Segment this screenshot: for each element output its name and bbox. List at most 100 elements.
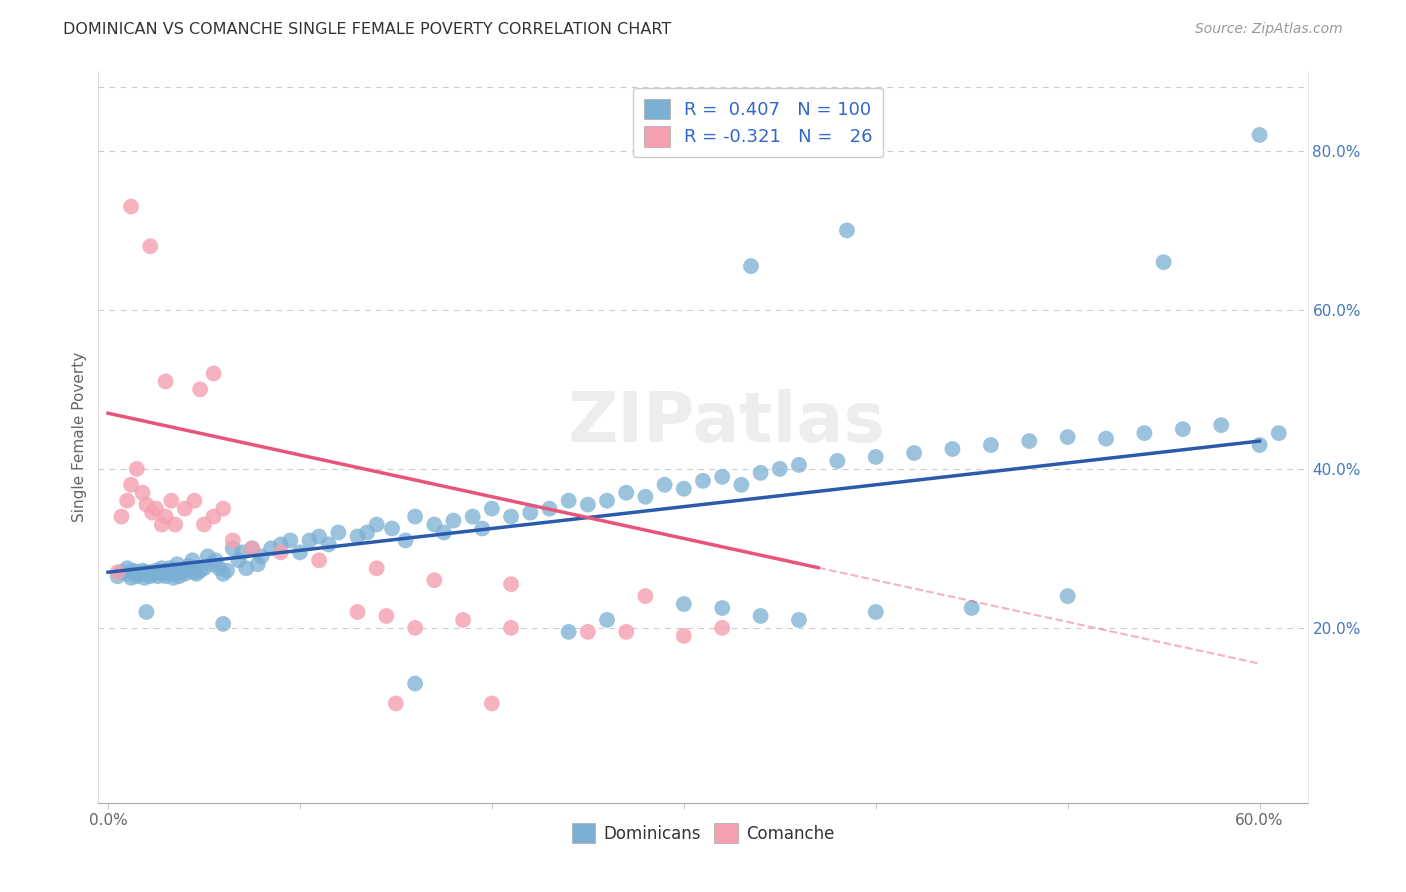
Point bbox=[135, 605, 157, 619]
Point bbox=[115, 566, 138, 581]
Point bbox=[1249, 438, 1271, 452]
Point bbox=[1153, 255, 1175, 269]
Point bbox=[173, 501, 195, 516]
Point bbox=[222, 533, 245, 548]
Point bbox=[181, 553, 204, 567]
Point bbox=[152, 566, 174, 581]
Point bbox=[481, 501, 503, 516]
Point bbox=[120, 477, 142, 491]
Point bbox=[576, 498, 599, 512]
Point bbox=[557, 493, 579, 508]
Point bbox=[1171, 422, 1194, 436]
Point bbox=[318, 537, 340, 551]
Text: ZIPatlas: ZIPatlas bbox=[568, 389, 886, 456]
Point bbox=[404, 509, 426, 524]
Point bbox=[155, 569, 177, 583]
Point bbox=[228, 553, 250, 567]
Point bbox=[125, 462, 148, 476]
Point bbox=[202, 367, 225, 381]
Point bbox=[835, 223, 858, 237]
Point bbox=[135, 566, 157, 580]
Point bbox=[451, 613, 474, 627]
Point bbox=[538, 501, 561, 516]
Point bbox=[787, 458, 810, 472]
Point bbox=[596, 493, 619, 508]
Point bbox=[356, 525, 378, 540]
Point bbox=[235, 561, 257, 575]
Point bbox=[346, 529, 368, 543]
Point bbox=[197, 549, 219, 564]
Point bbox=[614, 624, 637, 639]
Point bbox=[960, 601, 983, 615]
Point bbox=[1056, 589, 1078, 603]
Point bbox=[461, 509, 484, 524]
Point bbox=[730, 477, 752, 491]
Point bbox=[711, 470, 734, 484]
Point bbox=[135, 498, 157, 512]
Point bbox=[145, 564, 167, 578]
Point bbox=[596, 613, 619, 627]
Point bbox=[1018, 434, 1040, 448]
Point bbox=[827, 454, 849, 468]
Point bbox=[423, 517, 446, 532]
Point bbox=[139, 569, 162, 583]
Point bbox=[160, 566, 183, 581]
Point bbox=[557, 624, 579, 639]
Text: DOMINICAN VS COMANCHE SINGLE FEMALE POVERTY CORRELATION CHART: DOMINICAN VS COMANCHE SINGLE FEMALE POVE… bbox=[63, 22, 672, 37]
Point bbox=[131, 485, 153, 500]
Point bbox=[1211, 418, 1233, 433]
Point bbox=[672, 482, 695, 496]
Point bbox=[120, 571, 142, 585]
Point bbox=[131, 564, 153, 578]
Point bbox=[1056, 430, 1078, 444]
Y-axis label: Single Female Poverty: Single Female Poverty bbox=[72, 352, 87, 522]
Point bbox=[865, 450, 887, 464]
Point bbox=[1095, 432, 1118, 446]
Point bbox=[308, 529, 330, 543]
Point bbox=[471, 521, 494, 535]
Point bbox=[385, 697, 408, 711]
Point bbox=[1133, 426, 1156, 441]
Point bbox=[141, 506, 163, 520]
Point bbox=[155, 509, 177, 524]
Point bbox=[270, 545, 292, 559]
Point bbox=[167, 569, 190, 583]
Point bbox=[270, 537, 292, 551]
Point bbox=[166, 558, 188, 572]
Point bbox=[155, 375, 177, 389]
Point bbox=[280, 533, 302, 548]
Point bbox=[183, 493, 205, 508]
Point bbox=[1268, 426, 1291, 441]
Point bbox=[394, 533, 416, 548]
Point bbox=[654, 477, 676, 491]
Point bbox=[110, 509, 132, 524]
Point bbox=[246, 558, 269, 572]
Point bbox=[433, 525, 456, 540]
Point bbox=[260, 541, 283, 556]
Point bbox=[193, 517, 215, 532]
Point bbox=[107, 569, 129, 583]
Point bbox=[193, 561, 215, 575]
Point bbox=[404, 676, 426, 690]
Point bbox=[125, 566, 148, 580]
Point bbox=[165, 564, 187, 578]
Point bbox=[222, 541, 245, 556]
Point bbox=[146, 569, 169, 583]
Point bbox=[173, 566, 195, 581]
Point bbox=[204, 553, 226, 567]
Point bbox=[980, 438, 1002, 452]
Point bbox=[749, 609, 772, 624]
Point bbox=[443, 514, 465, 528]
Point bbox=[499, 621, 522, 635]
Point bbox=[125, 569, 148, 583]
Point bbox=[903, 446, 925, 460]
Point bbox=[740, 259, 762, 273]
Point bbox=[250, 549, 273, 564]
Point bbox=[240, 541, 263, 556]
Point bbox=[160, 493, 183, 508]
Point bbox=[1249, 128, 1271, 142]
Point bbox=[298, 533, 321, 548]
Point bbox=[150, 561, 173, 575]
Point bbox=[308, 553, 330, 567]
Point bbox=[749, 466, 772, 480]
